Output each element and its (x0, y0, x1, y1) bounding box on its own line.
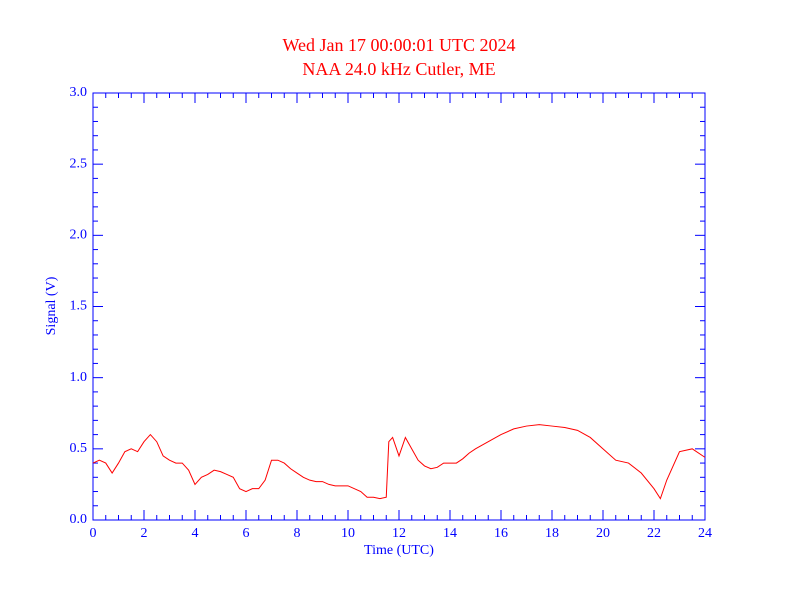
x-tick-label: 10 (341, 526, 355, 541)
x-tick-label: 22 (647, 526, 661, 541)
x-tick-label: 6 (243, 526, 250, 541)
x-axis-label: Time (UTC) (364, 543, 434, 558)
x-tick-label: 8 (294, 526, 301, 541)
x-tick-label: 14 (443, 526, 457, 541)
x-tick-label: 20 (596, 526, 610, 541)
x-tick-label: 12 (392, 526, 406, 541)
y-tick-label: 0.5 (70, 441, 88, 456)
x-tick-label: 4 (192, 526, 199, 541)
y-tick-label: 2.5 (70, 156, 88, 171)
x-tick-label: 2 (141, 526, 148, 541)
x-tick-label: 0 (90, 526, 97, 541)
y-tick-label: 1.0 (70, 370, 88, 385)
chart-title: Wed Jan 17 00:00:01 UTC 2024 (282, 35, 515, 55)
x-tick-label: 16 (494, 526, 508, 541)
y-tick-label: 1.5 (70, 299, 88, 314)
y-tick-label: 2.0 (70, 228, 88, 243)
chart-subtitle: NAA 24.0 kHz Cutler, ME (302, 59, 495, 79)
y-tick-label: 0.0 (70, 512, 88, 527)
y-tick-label: 3.0 (70, 85, 88, 100)
signal-line (92, 424, 706, 500)
y-axis-label: Signal (V) (44, 276, 59, 335)
x-tick-label: 18 (545, 526, 559, 541)
x-tick-label: 24 (698, 526, 712, 541)
